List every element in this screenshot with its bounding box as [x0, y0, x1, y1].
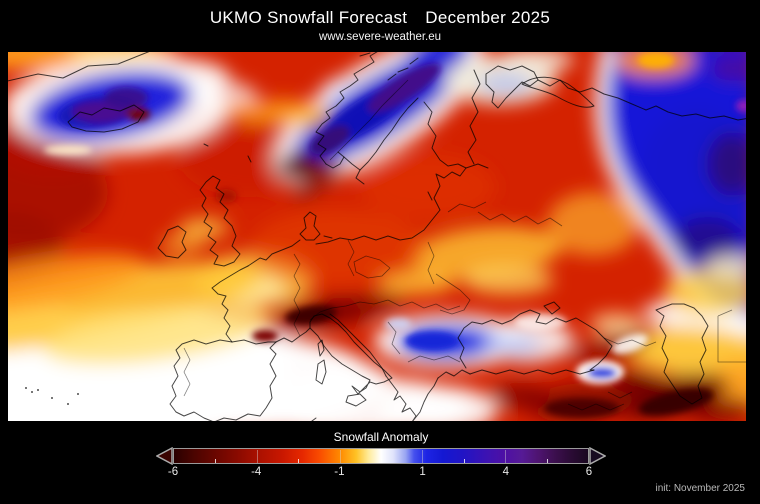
- colorbar-title: Snowfall Anomaly: [333, 430, 429, 444]
- subtitle-url: www.severe-weather.eu: [318, 31, 442, 43]
- colorbar-left-arrow: [156, 447, 173, 465]
- colorbar-tick: [463, 459, 465, 463]
- colorbar-right-arrow: [589, 447, 606, 465]
- colorbar-tick: [546, 459, 548, 463]
- colorbar-tick: [505, 450, 507, 463]
- colorbar-tick: [256, 450, 258, 463]
- colorbar-tick-label: -6: [167, 466, 179, 478]
- colorbar-tick-label: 4: [502, 466, 509, 478]
- colorbar-tick-labels: -6 -4 -1 1 4 6: [168, 466, 593, 480]
- page-title: UKMO Snowfall Forecast December 2025: [0, 8, 760, 28]
- colorbar: [156, 446, 606, 466]
- colorbar-tick-label: 1: [419, 466, 426, 478]
- azores-islands: [25, 387, 79, 405]
- colorbar-tick: [422, 450, 424, 463]
- coastlines: [8, 52, 746, 421]
- colorbar-tick: [339, 450, 341, 463]
- colorbar-tick: [215, 459, 217, 463]
- colorbar-tick-label: -4: [251, 466, 262, 478]
- snowfall-anomaly-map: [8, 52, 746, 421]
- colorbar-tick: [381, 459, 382, 463]
- init-date-label: init: November 2025: [655, 483, 746, 494]
- colorbar-tick-label: 6: [585, 466, 593, 478]
- colorbar-gradient: [173, 448, 589, 464]
- colorbar-tick-label: -1: [334, 466, 345, 478]
- header: UKMO Snowfall Forecast December 2025 www.…: [0, 0, 760, 43]
- title-text: UKMO Snowfall Forecast: [209, 8, 408, 27]
- map-frame: [8, 52, 746, 421]
- title-period: December 2025: [425, 8, 551, 27]
- country-borders: [183, 79, 746, 411]
- colorbar-tick: [298, 459, 300, 463]
